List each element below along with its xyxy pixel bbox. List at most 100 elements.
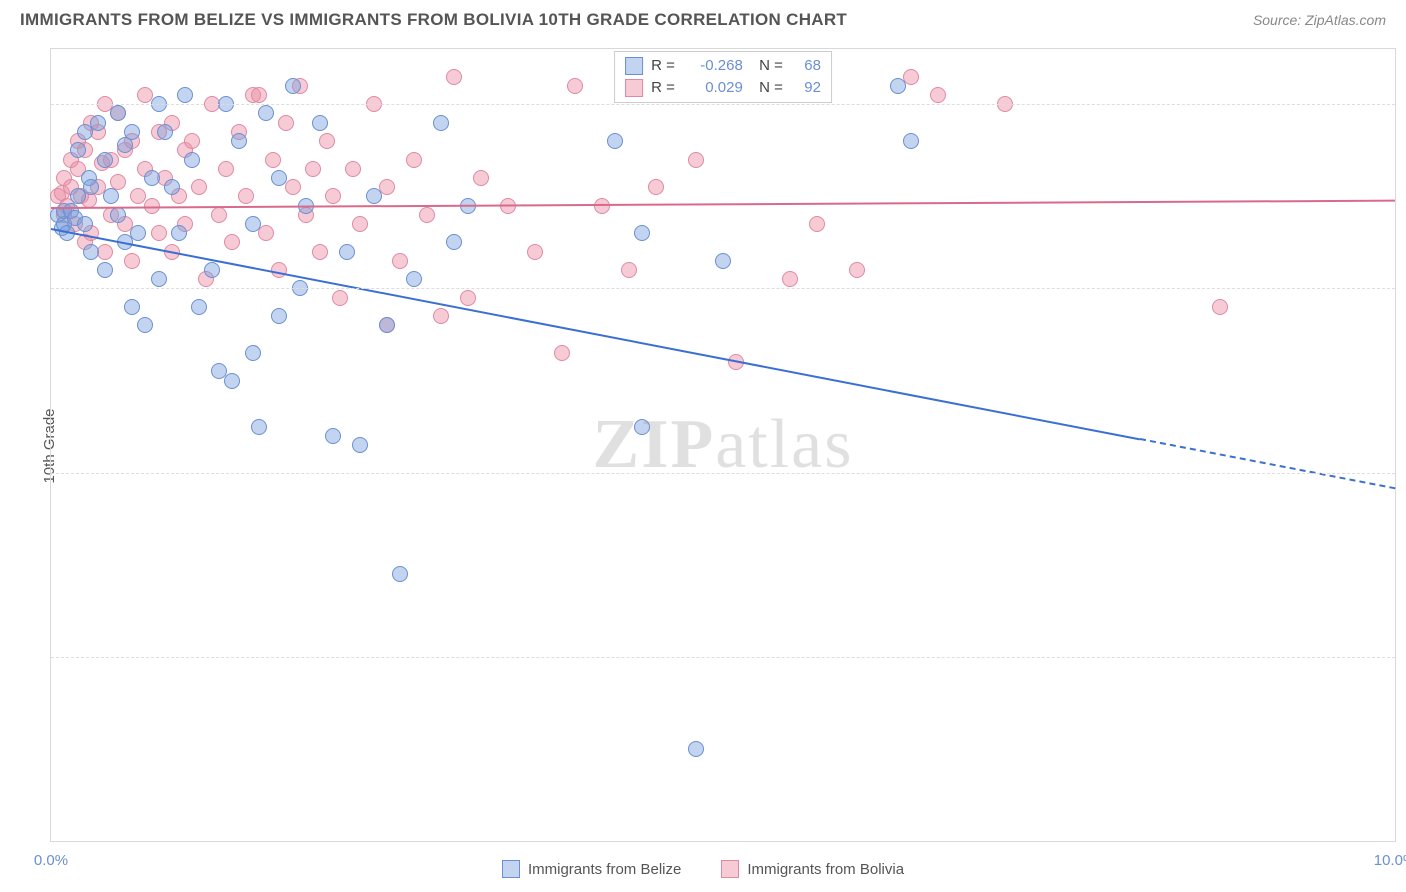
marker-series-b <box>392 253 408 269</box>
marker-series-b <box>312 244 328 260</box>
marker-series-b <box>191 179 207 195</box>
marker-series-b <box>473 170 489 186</box>
marker-series-a <box>903 133 919 149</box>
marker-series-a <box>245 345 261 361</box>
r-value-b: 0.029 <box>683 77 743 99</box>
marker-series-a <box>446 234 462 250</box>
marker-series-a <box>715 253 731 269</box>
marker-series-a <box>634 419 650 435</box>
swatch-series-b <box>625 79 643 97</box>
marker-series-b <box>352 216 368 232</box>
marker-series-a <box>258 105 274 121</box>
legend-label-b: Immigrants from Bolivia <box>747 861 904 878</box>
marker-series-b <box>809 216 825 232</box>
marker-series-b <box>688 152 704 168</box>
marker-series-b <box>238 188 254 204</box>
marker-series-b <box>184 133 200 149</box>
bottom-legend: Immigrants from Belize Immigrants from B… <box>0 860 1406 878</box>
marker-series-b <box>124 253 140 269</box>
marker-series-a <box>890 78 906 94</box>
marker-series-a <box>607 133 623 149</box>
marker-series-b <box>278 115 294 131</box>
marker-series-a <box>110 207 126 223</box>
marker-series-a <box>339 244 355 260</box>
marker-series-b <box>285 179 301 195</box>
marker-series-a <box>204 262 220 278</box>
marker-series-a <box>406 271 422 287</box>
legend-swatch-a <box>502 860 520 878</box>
marker-series-a <box>688 741 704 757</box>
marker-series-a <box>83 179 99 195</box>
marker-series-a <box>271 170 287 186</box>
marker-series-a <box>184 152 200 168</box>
trendline-b <box>51 200 1395 209</box>
legend-label-a: Immigrants from Belize <box>528 861 681 878</box>
marker-series-b <box>903 69 919 85</box>
stats-row-b: R =0.029 N =92 <box>625 77 821 99</box>
chart-title: IMMIGRANTS FROM BELIZE VS IMMIGRANTS FRO… <box>20 10 847 30</box>
marker-series-a <box>171 225 187 241</box>
marker-series-a <box>271 308 287 324</box>
marker-series-a <box>90 115 106 131</box>
stats-row-a: R =-0.268 N =68 <box>625 55 821 77</box>
marker-series-b <box>151 225 167 241</box>
marker-series-b <box>433 308 449 324</box>
marker-series-b <box>325 188 341 204</box>
marker-series-a <box>137 317 153 333</box>
marker-series-a <box>245 216 261 232</box>
marker-series-a <box>392 566 408 582</box>
marker-series-a <box>124 299 140 315</box>
marker-series-a <box>312 115 328 131</box>
marker-series-a <box>352 437 368 453</box>
marker-series-a <box>177 87 193 103</box>
n-value-a: 68 <box>791 55 821 77</box>
marker-series-b <box>271 262 287 278</box>
marker-series-a <box>124 124 140 140</box>
marker-series-a <box>251 419 267 435</box>
gridline <box>51 473 1395 474</box>
trendline-a <box>51 228 1140 440</box>
marker-series-b <box>332 290 348 306</box>
correlation-stats-box: R =-0.268 N =68 R =0.029 N =92 <box>614 51 832 103</box>
marker-series-b <box>305 161 321 177</box>
marker-series-b <box>224 234 240 250</box>
marker-series-a <box>77 216 93 232</box>
marker-series-a <box>224 373 240 389</box>
gridline <box>51 104 1395 105</box>
marker-series-b <box>258 225 274 241</box>
marker-series-a <box>151 271 167 287</box>
trendline-a-extrapolated <box>1139 438 1395 489</box>
marker-series-a <box>231 133 247 149</box>
marker-series-b <box>406 152 422 168</box>
marker-series-b <box>265 152 281 168</box>
legend-swatch-b <box>721 860 739 878</box>
marker-series-b <box>379 179 395 195</box>
marker-series-a <box>164 179 180 195</box>
marker-series-b <box>211 207 227 223</box>
marker-series-b <box>345 161 361 177</box>
gridline <box>51 657 1395 658</box>
marker-series-b <box>319 133 335 149</box>
swatch-series-a <box>625 57 643 75</box>
marker-series-b <box>110 174 126 190</box>
marker-series-a <box>285 78 301 94</box>
marker-series-a <box>433 115 449 131</box>
legend-item-b: Immigrants from Bolivia <box>721 860 904 878</box>
marker-series-b <box>1212 299 1228 315</box>
marker-series-a <box>130 225 146 241</box>
marker-series-b <box>527 244 543 260</box>
legend-item-a: Immigrants from Belize <box>502 860 681 878</box>
source-attribution: Source: ZipAtlas.com <box>1253 12 1386 28</box>
marker-series-a <box>191 299 207 315</box>
marker-series-b <box>554 345 570 361</box>
marker-series-a <box>103 188 119 204</box>
marker-series-b <box>930 87 946 103</box>
marker-series-b <box>251 87 267 103</box>
r-value-a: -0.268 <box>683 55 743 77</box>
marker-series-b <box>419 207 435 223</box>
gridline <box>51 288 1395 289</box>
marker-series-b <box>849 262 865 278</box>
chart-plot-area: ZIPatlas R =-0.268 N =68 R =0.029 N =92 … <box>50 48 1396 842</box>
marker-series-b <box>446 69 462 85</box>
marker-series-a <box>97 262 113 278</box>
